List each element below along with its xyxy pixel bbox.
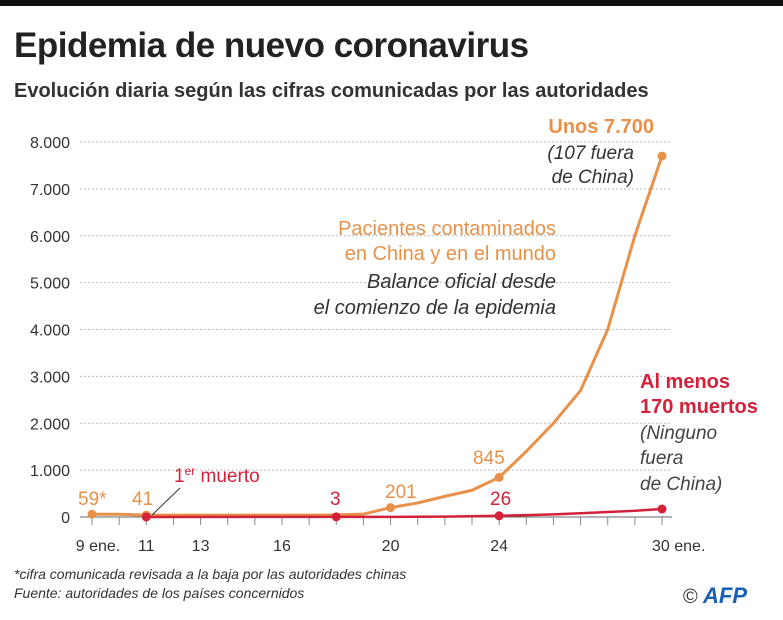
balance-line1: Balance oficial desde: [367, 271, 556, 293]
source-note: Fuente: autoridades de los países concer…: [14, 585, 305, 601]
end-m-line1: Al menos: [640, 371, 730, 393]
y-tick-label: 1.000: [30, 463, 70, 480]
series-label-line2: en China y en el mundo: [345, 243, 556, 265]
label-c9: 59*: [78, 489, 107, 510]
y-tick-label: 0: [61, 510, 70, 527]
label-m18: 3: [330, 489, 341, 510]
x-tick-label: 13: [192, 538, 210, 555]
marker-contaminados: [657, 151, 667, 161]
end-c-line3: de China): [552, 167, 634, 188]
series-label-line1: Pacientes contaminados: [338, 218, 556, 240]
marker-muertos: [331, 512, 341, 522]
x-tick-label: 20: [382, 538, 400, 555]
x-tick-label: 24: [490, 538, 508, 555]
label-first-death: 1er muerto: [174, 464, 260, 487]
marker-muertos: [657, 504, 667, 514]
label-c11: 41: [132, 489, 153, 510]
y-tick-label: 8.000: [30, 135, 70, 152]
series-line-muertos: [146, 507, 663, 519]
first-death-pointer: [151, 487, 181, 516]
end-m-line3: (Ninguno: [640, 423, 717, 444]
y-tick-label: 3.000: [30, 369, 70, 386]
label-m24: 26: [490, 489, 511, 510]
label-c24: 845: [473, 448, 505, 469]
marker-muertos: [141, 512, 151, 522]
end-m-line5: de China): [640, 474, 722, 495]
end-c-line1: Unos 7.700: [548, 116, 654, 138]
y-tick-label: 5.000: [30, 276, 70, 293]
y-tick-label: 4.000: [30, 323, 70, 340]
afp-logo: © AFP: [683, 583, 748, 608]
end-c-line2: (107 fuera: [547, 143, 634, 164]
marker-contaminados: [494, 472, 504, 482]
x-tick-label: 16: [273, 538, 291, 555]
marker-muertos: [494, 511, 504, 521]
top-bar: [0, 0, 783, 6]
x-tick-label: 30 ene.: [652, 538, 705, 555]
x-tick-label: 9 ene.: [76, 538, 120, 555]
marker-contaminados: [386, 503, 396, 513]
x-tick-label: 11: [138, 538, 155, 555]
series-line-contaminados: [92, 155, 664, 517]
balance-line2: el comienzo de la epidemia: [314, 297, 556, 319]
marker-contaminados: [87, 509, 97, 519]
y-tick-label: 6.000: [30, 229, 70, 246]
chart-title: Epidemia de nuevo coronavirus: [14, 26, 529, 65]
y-tick-label: 7.000: [30, 182, 70, 199]
footnote: *cifra comunicada revisada a la baja por…: [14, 566, 407, 582]
end-m-line4: fuera: [640, 448, 683, 469]
label-c20: 201: [385, 482, 417, 503]
chart-subtitle: Evolución diaria según las cifras comuni…: [14, 80, 649, 102]
end-m-line2: 170 muertos: [640, 396, 758, 418]
y-tick-label: 2.000: [30, 416, 70, 433]
